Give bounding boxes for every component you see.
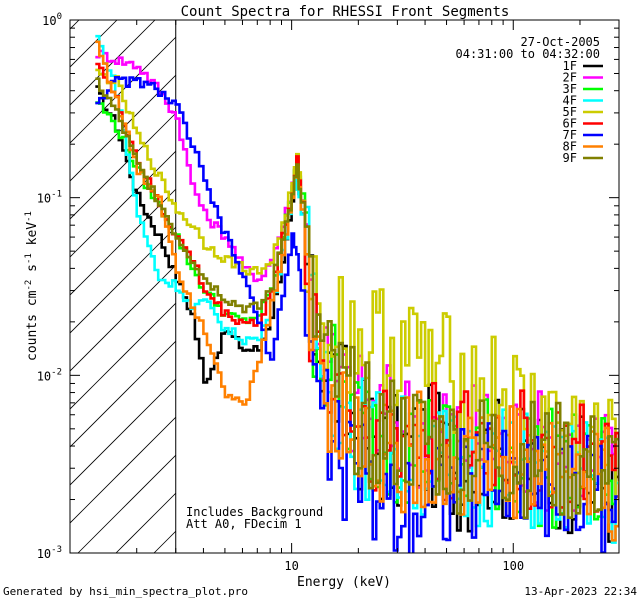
legend-label-7F: 7F bbox=[563, 128, 577, 142]
y-label-sup1: -2 bbox=[24, 280, 34, 291]
y-label-mid2: keV bbox=[25, 222, 40, 253]
y-tick-label-exponent: -2 bbox=[51, 367, 62, 377]
hatch-line bbox=[70, 20, 232, 182]
legend: 27-Oct-2005 04:31:00 to 04:32:00 1F2F3F4… bbox=[456, 35, 603, 165]
y-tick-label-exponent: -3 bbox=[51, 545, 62, 555]
axis-ticks bbox=[69, 19, 620, 554]
series-line-5F bbox=[95, 68, 619, 498]
y-tick-label-base: 10 bbox=[42, 14, 56, 28]
legend-label-9F: 9F bbox=[563, 151, 577, 165]
y-label-mid1: s bbox=[25, 264, 40, 280]
y-tick-label-exponent: 0 bbox=[57, 12, 62, 22]
legend-label-6F: 6F bbox=[563, 117, 577, 131]
legend-label-1F: 1F bbox=[563, 59, 577, 73]
y-tick-label-base: 10 bbox=[37, 192, 51, 206]
series-line-9F bbox=[95, 77, 619, 520]
annotation-attenuator: Att A0, FDecim 1 bbox=[186, 517, 302, 531]
y-tick-label: 10-1 bbox=[37, 190, 62, 206]
y-tick-label-base: 10 bbox=[37, 369, 51, 383]
legend-label-3F: 3F bbox=[563, 82, 577, 96]
plot-frame bbox=[69, 19, 620, 554]
annotation-background: Includes Background bbox=[186, 505, 323, 519]
footer-timestamp: 13-Apr-2023 22:34 bbox=[524, 585, 637, 598]
y-label-base: counts cm bbox=[25, 290, 40, 361]
y-tick-label: 10-2 bbox=[37, 367, 62, 383]
legend-date: 27-Oct-2005 bbox=[521, 35, 600, 49]
x-axis-label: Energy (keV) bbox=[297, 575, 391, 590]
x-tick-label: 100 bbox=[502, 559, 524, 573]
y-tick-label: 100 bbox=[42, 12, 62, 28]
y-tick-label: 10-3 bbox=[37, 545, 62, 561]
legend-label-2F: 2F bbox=[563, 71, 577, 85]
footer-generated-by: Generated by hsi_min_spectra_plot.pro bbox=[3, 585, 248, 598]
legend-label-5F: 5F bbox=[563, 105, 577, 119]
y-tick-label-exponent: -1 bbox=[51, 190, 62, 200]
legend-label-4F: 4F bbox=[563, 94, 577, 108]
x-tick-labels: 10 100 bbox=[284, 559, 524, 573]
legend-time-range: 04:31:00 to 04:32:00 bbox=[456, 47, 601, 61]
chart-title: Count Spectra for RHESSI Front Segments bbox=[181, 4, 510, 20]
series-layer bbox=[95, 34, 619, 553]
y-label-sup3: -1 bbox=[24, 211, 34, 222]
legend-label-8F: 8F bbox=[563, 140, 577, 154]
y-tick-label-base: 10 bbox=[37, 547, 51, 561]
y-axis-label: counts cm-2 s-1 keV-1 bbox=[24, 211, 40, 361]
y-label-sup2: -1 bbox=[24, 253, 34, 264]
series-line-8F bbox=[95, 40, 619, 542]
x-tick-label: 10 bbox=[284, 559, 298, 573]
